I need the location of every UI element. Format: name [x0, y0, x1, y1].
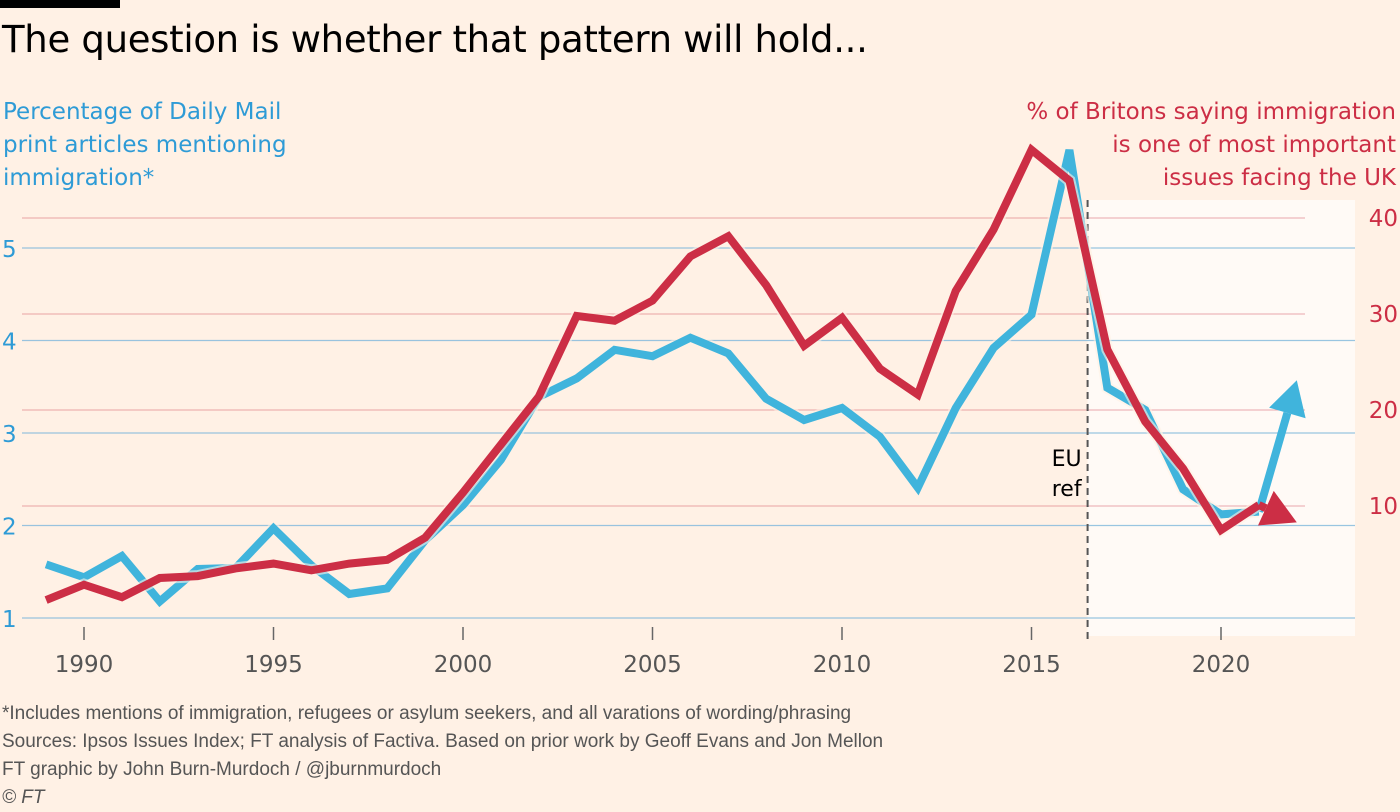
eu-ref-label: EU: [1052, 447, 1082, 472]
x-tick-label: 1990: [55, 652, 114, 678]
right-tick-label: 10: [1369, 494, 1398, 520]
x-tick-label: 1995: [244, 652, 303, 678]
right-tick-label: 40: [1369, 206, 1398, 232]
left-tick-label: 5: [2, 237, 17, 263]
right-tick-label: 20: [1369, 398, 1398, 424]
x-tick-label: 2020: [1192, 652, 1251, 678]
left-tick-label: 3: [2, 422, 17, 448]
highlight-panel: [1088, 200, 1355, 636]
left-tick-label: 4: [2, 330, 17, 356]
ipsos-line: [46, 150, 1259, 600]
footer: *Includes mentions of immigration, refug…: [2, 700, 883, 812]
eu-ref-label: ref: [1052, 477, 1083, 502]
credit: FT graphic by John Burn-Murdoch / @jburn…: [2, 756, 883, 784]
x-tick-label: 2015: [1002, 652, 1061, 678]
footnote: *Includes mentions of immigration, refug…: [2, 700, 883, 728]
ipsos-projection-line: [1259, 505, 1266, 508]
x-tick-label: 2010: [813, 652, 872, 678]
x-tick-label: 2005: [623, 652, 682, 678]
left-tick-label: 1: [2, 607, 17, 633]
sources: Sources: Ipsos Issues Index; FT analysis…: [2, 728, 883, 756]
x-tick-label: 2000: [434, 652, 493, 678]
right-tick-label: 30: [1369, 302, 1398, 328]
left-tick-label: 2: [2, 515, 17, 541]
